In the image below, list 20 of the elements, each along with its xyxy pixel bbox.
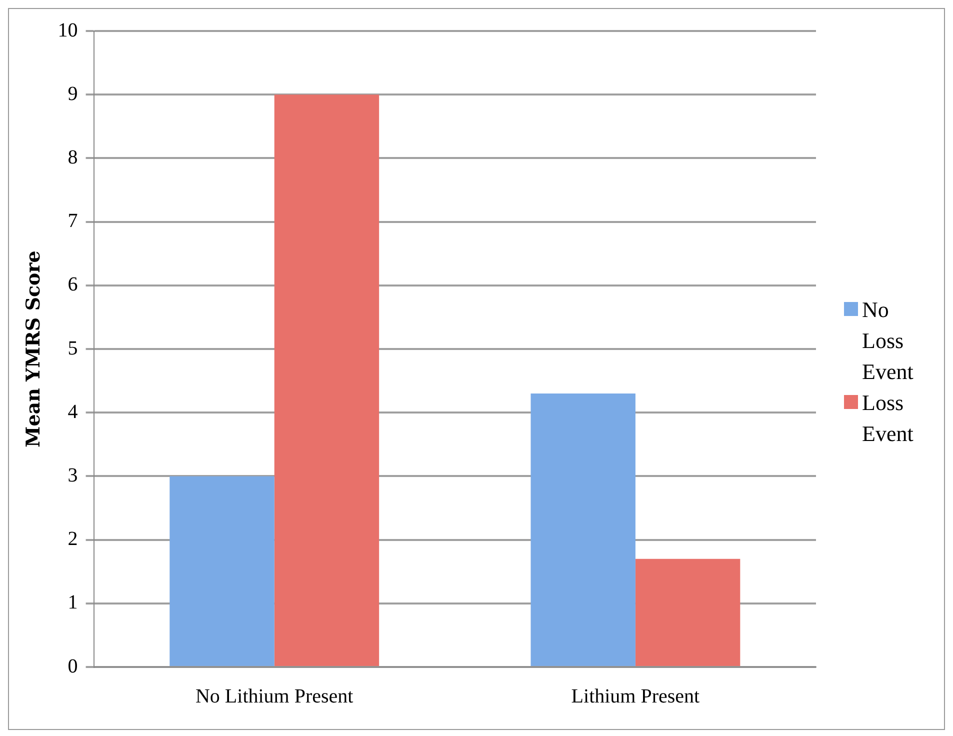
y-tick-label: 5 xyxy=(68,337,78,360)
x-tick-label: Lithium Present xyxy=(571,685,700,708)
x-tick-label: No Lithium Present xyxy=(195,685,354,708)
y-tick-label: 8 xyxy=(68,146,78,168)
y-tick-label: 9 xyxy=(68,82,78,105)
y-tick-label: 1 xyxy=(68,592,78,614)
y-axis-title: Mean YMRS Score xyxy=(22,250,44,448)
y-tick-label: 7 xyxy=(68,210,78,232)
y-tick-label: 10 xyxy=(58,19,78,42)
y-tick-label: 4 xyxy=(68,400,78,423)
bar xyxy=(170,476,274,666)
y-tick-label: 3 xyxy=(68,464,78,486)
legend-label: No Loss Event xyxy=(862,296,914,386)
legend-label: Loss Event xyxy=(862,389,914,448)
bar xyxy=(530,394,636,666)
bar xyxy=(635,558,740,666)
bar xyxy=(274,94,380,666)
y-tick-label: 6 xyxy=(68,274,78,296)
y-tick-label: 2 xyxy=(68,528,78,550)
y-tick-label: 0 xyxy=(68,655,78,678)
